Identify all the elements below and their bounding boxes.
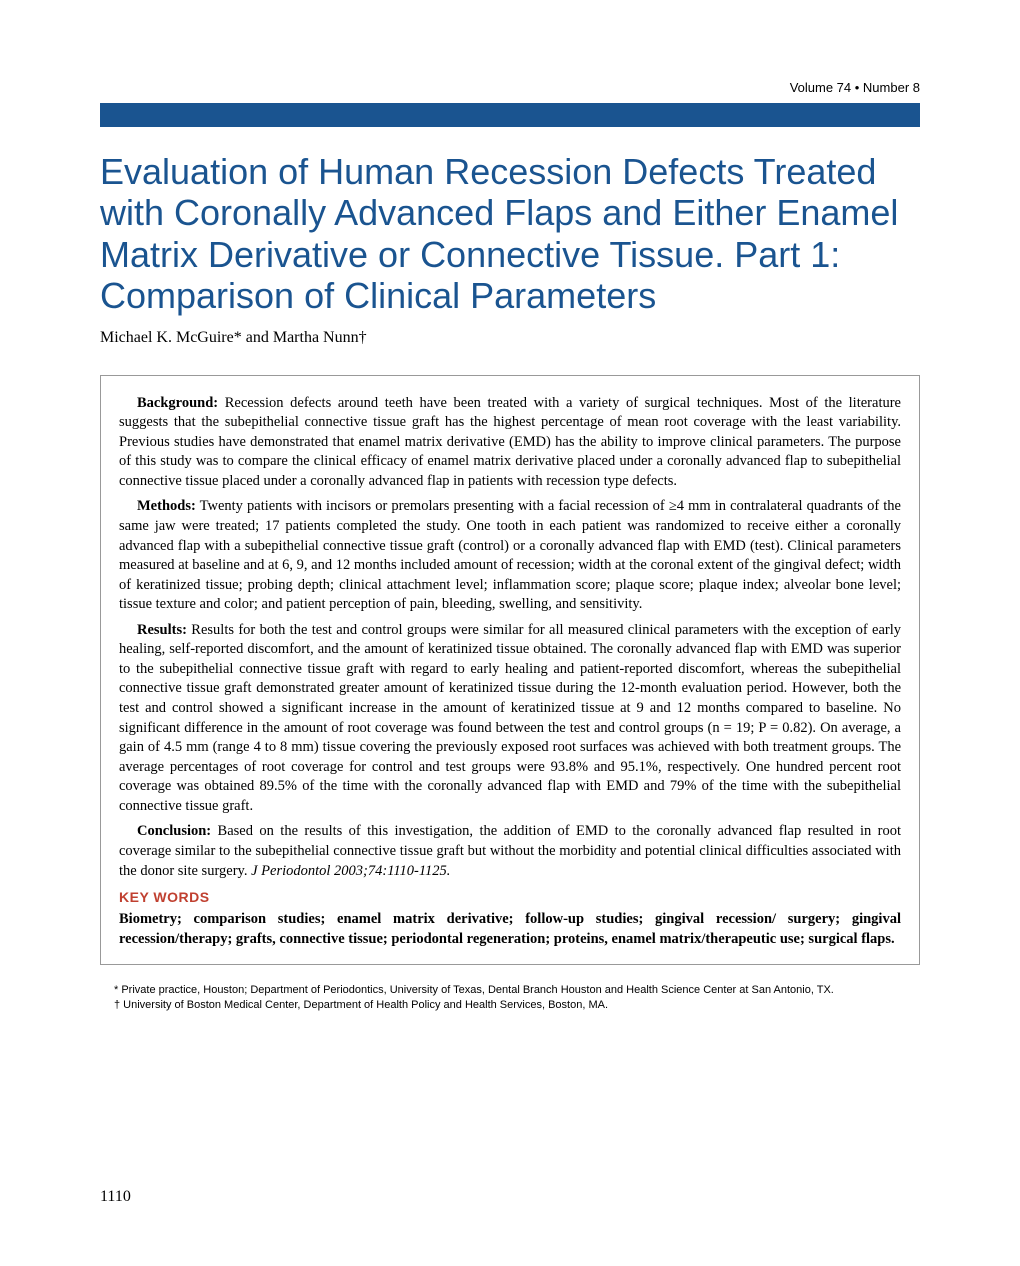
article-title: Evaluation of Human Recession Defects Tr… <box>100 151 920 317</box>
abstract-conclusion: Conclusion: Based on the results of this… <box>119 822 901 881</box>
conclusion-text: Based on the results of this investigati… <box>119 823 901 878</box>
footnote-2: † University of Boston Medical Center, D… <box>114 998 920 1013</box>
abstract-methods: Methods: Twenty patients with incisors o… <box>119 497 901 614</box>
conclusion-label: Conclusion: <box>137 823 211 839</box>
footnote-1: * Private practice, Houston; Department … <box>114 983 920 998</box>
methods-text: Twenty patients with incisors or premola… <box>119 498 901 612</box>
keywords-label: KEY WORDS <box>119 889 901 905</box>
abstract-results: Results: Results for both the test and c… <box>119 621 901 817</box>
keywords-text: Biometry; comparison studies; enamel mat… <box>119 909 901 950</box>
abstract-background: Background: Recession defects around tee… <box>119 394 901 492</box>
citation: J Periodontol 2003;74:1110-1125. <box>251 863 450 879</box>
header-bar <box>100 103 920 127</box>
methods-label: Methods: <box>137 498 196 514</box>
footnotes: * Private practice, Houston; Department … <box>100 983 920 1013</box>
results-label: Results: <box>137 622 187 638</box>
abstract-box: Background: Recession defects around tee… <box>100 375 920 965</box>
results-text: Results for both the test and control gr… <box>119 622 901 814</box>
page-number: 1110 <box>100 1188 131 1206</box>
background-label: Background: <box>137 395 218 411</box>
authors-line: Michael K. McGuire* and Martha Nunn† <box>100 329 920 347</box>
header-volume: Volume 74 • Number 8 <box>100 80 920 95</box>
background-text: Recession defects around teeth have been… <box>119 395 901 489</box>
